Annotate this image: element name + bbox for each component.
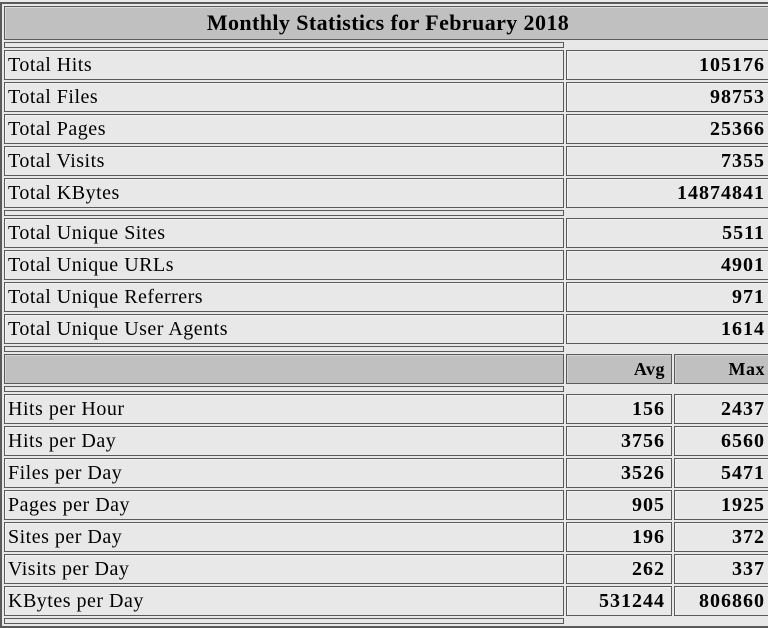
stat-avg-value: 3756 (566, 426, 672, 456)
stat-label: Visits per Day (4, 554, 564, 584)
stat-value: 1614 (566, 314, 768, 344)
stat-label: Total KBytes (4, 178, 564, 208)
separator-cell (4, 210, 564, 216)
stat-max-value: 2437 (674, 394, 768, 424)
stat-avg-value: 905 (566, 490, 672, 520)
avg-max-header-row: Avg Max (4, 354, 768, 384)
separator-cell (4, 42, 564, 48)
stat-label: Total Hits (4, 50, 564, 80)
stat-label: Total Unique User Agents (4, 314, 564, 344)
table-row: Sites per Day 196 372 (4, 522, 768, 552)
separator-cell (4, 346, 564, 352)
stat-label: Total Unique Referrers (4, 282, 564, 312)
stat-value: 7355 (566, 146, 768, 176)
max-column-header: Max (674, 354, 768, 384)
separator-cell (4, 618, 564, 624)
table-row: KBytes per Day 531244 806860 (4, 586, 768, 616)
table-row: Total Unique Sites 5511 (4, 218, 768, 248)
stat-label: Pages per Day (4, 490, 564, 520)
stat-avg-value: 196 (566, 522, 672, 552)
stat-label: Total Files (4, 82, 564, 112)
table-row: Total Unique Referrers 971 (4, 282, 768, 312)
stat-label: Total Pages (4, 114, 564, 144)
stat-label: Files per Day (4, 458, 564, 488)
separator-row (4, 210, 768, 216)
separator-row (4, 618, 768, 624)
stat-avg-value: 531244 (566, 586, 672, 616)
stat-label: Hits per Hour (4, 394, 564, 424)
stat-avg-value: 156 (566, 394, 672, 424)
stat-value: 25366 (566, 114, 768, 144)
stat-label: Total Visits (4, 146, 564, 176)
separator-row (4, 42, 768, 48)
stat-max-value: 5471 (674, 458, 768, 488)
stat-value: 14874841 (566, 178, 768, 208)
table-row: Total Unique User Agents 1614 (4, 314, 768, 344)
avg-column-header: Avg (566, 354, 672, 384)
table-row: Total Unique URLs 4901 (4, 250, 768, 280)
stat-value: 4901 (566, 250, 768, 280)
stat-label: Sites per Day (4, 522, 564, 552)
stat-max-value: 1925 (674, 490, 768, 520)
stat-label: Total Unique Sites (4, 218, 564, 248)
table-row: Files per Day 3526 5471 (4, 458, 768, 488)
avg-max-header-empty (4, 354, 564, 384)
table-row: Visits per Day 262 337 (4, 554, 768, 584)
table-row: Hits per Day 3756 6560 (4, 426, 768, 456)
stat-max-value: 337 (674, 554, 768, 584)
table-row: Total KBytes 14874841 (4, 178, 768, 208)
stat-value: 5511 (566, 218, 768, 248)
stat-max-value: 372 (674, 522, 768, 552)
stat-label: Total Unique URLs (4, 250, 564, 280)
separator-row (4, 386, 768, 392)
table-row: Total Files 98753 (4, 82, 768, 112)
table-row: Total Visits 7355 (4, 146, 768, 176)
separator-cell (4, 386, 564, 392)
page-title: Monthly Statistics for February 2018 (4, 6, 768, 40)
table-row: Total Hits 105176 (4, 50, 768, 80)
stat-value: 98753 (566, 82, 768, 112)
stat-value: 105176 (566, 50, 768, 80)
stat-label: KBytes per Day (4, 586, 564, 616)
stat-avg-value: 262 (566, 554, 672, 584)
stat-label: Hits per Day (4, 426, 564, 456)
table-row: Total Pages 25366 (4, 114, 768, 144)
stat-avg-value: 3526 (566, 458, 672, 488)
separator-row (4, 346, 768, 352)
table-row: Pages per Day 905 1925 (4, 490, 768, 520)
table-row: Hits per Hour 156 2437 (4, 394, 768, 424)
stat-value: 971 (566, 282, 768, 312)
stat-max-value: 806860 (674, 586, 768, 616)
table-title-row: Monthly Statistics for February 2018 (4, 6, 768, 40)
stat-max-value: 6560 (674, 426, 768, 456)
